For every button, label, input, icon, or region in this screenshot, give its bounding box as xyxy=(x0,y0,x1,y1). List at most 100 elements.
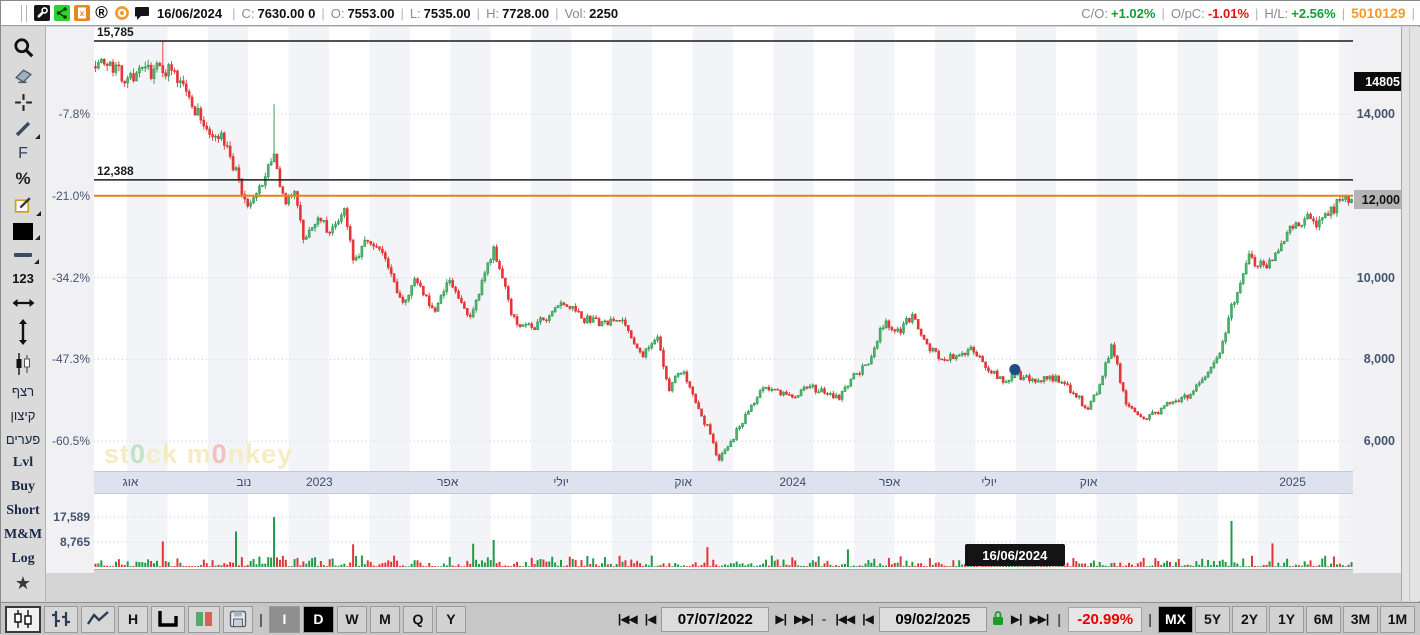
range-button-5y[interactable]: 5Y xyxy=(1195,605,1230,633)
sidebar-item-heb[interactable]: פערים xyxy=(6,430,40,448)
tool-label: Short xyxy=(6,503,40,518)
from-date-input[interactable]: 07/07/2022 xyxy=(661,606,770,632)
eraser-icon[interactable] xyxy=(13,65,34,86)
sidebar-item-short[interactable]: Short xyxy=(6,502,39,520)
instrument-id: 5010129 xyxy=(1351,5,1406,21)
measure-width-icon[interactable] xyxy=(11,294,36,312)
star-glyph: ★ xyxy=(14,573,32,593)
sidebar-item-buy[interactable]: Buy xyxy=(11,478,35,496)
date-axis-label: 2025 xyxy=(1279,475,1306,489)
comment-icon[interactable] xyxy=(133,5,150,22)
volume-pane[interactable]: 16/06/2024 xyxy=(94,494,1353,570)
sidebar-item-heb[interactable]: רצף xyxy=(12,382,34,400)
percent-tick-label: -34.2% xyxy=(51,270,90,285)
separator: | xyxy=(1341,5,1346,21)
sidebar-item-mm[interactable]: M&M xyxy=(4,526,42,544)
tool-label: M&M xyxy=(3,527,43,542)
lock-icon[interactable] xyxy=(991,610,1005,629)
registered-icon[interactable]: ® xyxy=(95,3,108,22)
search-icon[interactable] xyxy=(12,36,35,59)
sidebar-item-lvl[interactable]: Lvl xyxy=(13,454,33,472)
line-chart-button[interactable] xyxy=(81,605,115,633)
target-icon[interactable] xyxy=(113,5,130,22)
period-button-y[interactable]: Y xyxy=(435,605,466,633)
watermark-part: 0 xyxy=(211,439,228,469)
sidebar-item-heb[interactable]: קיצון xyxy=(11,406,36,424)
right-edge-splitter[interactable] xyxy=(1401,27,1420,601)
nav-back-button[interactable]: |◀ xyxy=(862,612,874,626)
horizontal-line-tool[interactable] xyxy=(14,246,39,264)
ohlc-fields: | C: 7630.00 0 | O: 7553.00 | L: 7535.00 | H: 7728.… xyxy=(226,6,618,21)
range-button-1m[interactable]: 1M xyxy=(1380,605,1415,633)
separator: | xyxy=(1161,5,1165,21)
ohlc-bars-button[interactable] xyxy=(44,605,78,633)
candlestick-canvas[interactable] xyxy=(94,27,1353,471)
measure-height-icon[interactable] xyxy=(18,318,28,346)
period-button-w[interactable]: W xyxy=(336,605,367,633)
period-button-m[interactable]: M xyxy=(369,605,400,633)
period-button-q[interactable]: Q xyxy=(402,605,433,633)
excel-export-icon[interactable]: x xyxy=(73,5,90,22)
stat-label: O/pC: xyxy=(1170,5,1205,21)
candle-compare-icon[interactable] xyxy=(13,352,33,376)
color-swatch[interactable] xyxy=(13,222,40,240)
range-button-1y[interactable]: 1Y xyxy=(1269,605,1304,633)
high-level-label: 15,785 xyxy=(97,27,134,39)
separator: | xyxy=(1411,5,1415,21)
date-axis-label: אוק xyxy=(674,475,693,489)
watermark: st0ck m0nkey xyxy=(104,439,293,470)
to-date-input[interactable]: 09/02/2025 xyxy=(878,606,987,632)
percent-tick-label: -47.3% xyxy=(51,352,90,367)
numbers-tool[interactable]: 123 xyxy=(12,270,34,288)
volume-style-button[interactable] xyxy=(188,605,220,633)
toolbar-grip[interactable] xyxy=(21,4,27,22)
period-button-d[interactable]: D xyxy=(302,605,334,633)
nav-forward-button[interactable]: ▶▶| xyxy=(793,612,814,626)
field-value: 7630.00 0 xyxy=(257,5,316,21)
settings-icon[interactable] xyxy=(33,5,50,22)
annotation-icon[interactable] xyxy=(13,195,41,216)
percent-tool[interactable]: % xyxy=(15,169,30,189)
date-navigation: |◀◀ |◀ 07/07/2022 ▶| ▶▶| - |◀◀ |◀ 09/02/2025 ▶| ▶▶… xyxy=(616,606,1143,632)
step-chart-button[interactable] xyxy=(151,605,185,633)
favorites-star-icon[interactable]: ★ xyxy=(15,574,31,592)
period-button-i[interactable]: I xyxy=(268,605,300,633)
date-axis-label: יולי xyxy=(553,475,569,489)
field-value: 7728.00 xyxy=(502,5,550,21)
separator: | xyxy=(259,611,263,627)
nav-back-button[interactable]: |◀◀ xyxy=(617,612,638,626)
save-button[interactable] xyxy=(223,605,253,633)
nav-forward-button[interactable]: ▶▶| xyxy=(1029,612,1049,626)
tool-label: Buy xyxy=(10,479,36,494)
stat-value: -1.01% xyxy=(1207,5,1250,21)
range-button-2y[interactable]: 2Y xyxy=(1232,605,1267,633)
candlestick-chart-button[interactable] xyxy=(5,605,41,633)
crosshair-icon[interactable] xyxy=(13,92,34,113)
share-icon[interactable] xyxy=(53,5,70,22)
trendline-icon[interactable] xyxy=(13,119,40,139)
nav-forward-button[interactable]: ▶| xyxy=(775,612,787,626)
price-pane[interactable]: st0ck m0nkey 15,785 12,388 xyxy=(94,27,1353,472)
separator: | xyxy=(321,5,325,21)
date-axis-label: יולי xyxy=(981,475,997,489)
topbar: x ® 16/06/2024 | C: 7630.00 0 | O: 7553.00 | L: 7… xyxy=(1,1,1420,26)
fibonacci-tool[interactable]: F xyxy=(18,145,28,163)
date-axis-label: אפר xyxy=(437,475,459,489)
separator: | xyxy=(400,5,404,21)
separator: | xyxy=(1148,611,1152,627)
tool-label: פערים xyxy=(5,431,41,447)
field-label: H: xyxy=(486,5,500,21)
range-button-6m[interactable]: 6M xyxy=(1306,605,1341,633)
nav-back-button[interactable]: |◀◀ xyxy=(835,612,855,626)
range-button-3m[interactable]: 3M xyxy=(1343,605,1378,633)
range-button-mx[interactable]: MX xyxy=(1158,605,1193,633)
date-axis[interactable]: אוג נוב 2023 אפר יולי אוק 2024 אפר יולי אוק 2025 xyxy=(94,471,1353,494)
svg-text:x: x xyxy=(79,8,84,18)
sidebar-item-log[interactable]: Log xyxy=(11,550,34,568)
nav-forward-button[interactable]: ▶| xyxy=(1010,612,1023,626)
histogram-button[interactable]: H xyxy=(118,605,148,633)
stat-value: +1.02% xyxy=(1111,5,1156,21)
nav-back-button[interactable]: |◀ xyxy=(644,612,657,626)
